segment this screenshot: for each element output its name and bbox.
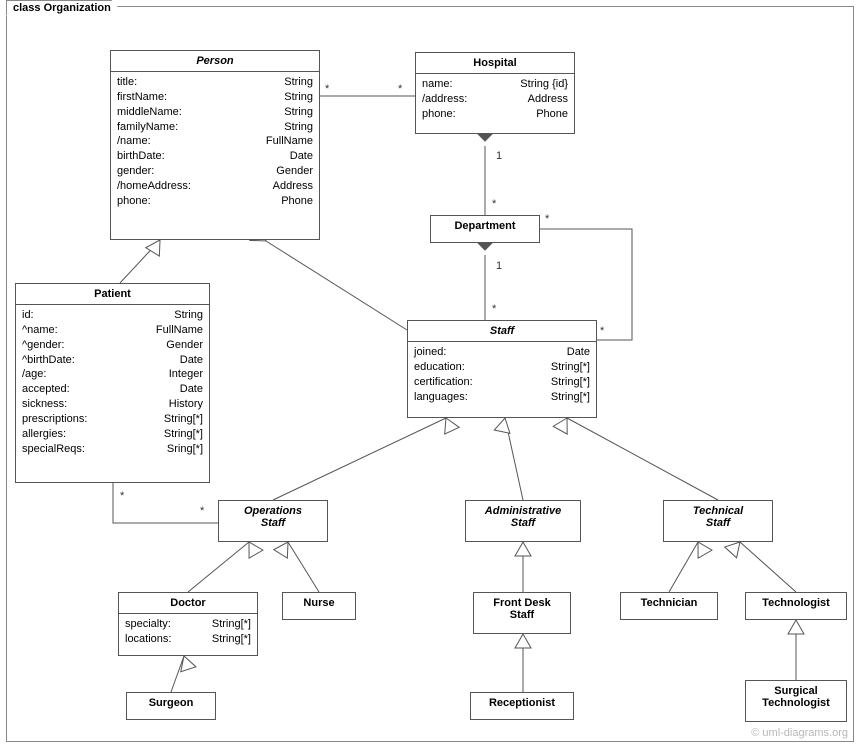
multiplicity-label: * (492, 198, 496, 210)
class-name: AdministrativeStaff (466, 501, 580, 533)
class-tech_staff: TechnicalStaff (663, 500, 773, 542)
class-surgeon: Surgeon (126, 692, 216, 720)
class-name: Department (431, 216, 539, 236)
multiplicity-label: 1 (496, 150, 502, 162)
multiplicity-label: 1 (496, 260, 502, 272)
class-attrs: specialty:String[*]locations:String[*] (119, 614, 257, 651)
class-name: Nurse (283, 593, 355, 613)
class-hospital: Hospitalname:String {id}/address:Address… (415, 52, 575, 134)
class-name: OperationsStaff (219, 501, 327, 533)
class-attrs: joined:Dateeducation:String[*]certificat… (408, 342, 596, 408)
class-name: Staff (408, 321, 596, 341)
class-doctor: Doctorspecialty:String[*]locations:Strin… (118, 592, 258, 656)
class-name: Technician (621, 593, 717, 613)
class-front_desk: Front DeskStaff (473, 592, 571, 634)
class-receptionist: Receptionist (470, 692, 574, 720)
class-attrs: id:String^name:FullName^gender:Gender^bi… (16, 305, 209, 460)
class-name: Front DeskStaff (474, 593, 570, 625)
class-patient: Patientid:String^name:FullName^gender:Ge… (15, 283, 210, 483)
class-name: Surgeon (127, 693, 215, 713)
class-name: SurgicalTechnologist (746, 681, 846, 713)
multiplicity-label: * (325, 83, 329, 95)
class-name: Patient (16, 284, 209, 304)
class-name: Technologist (746, 593, 846, 613)
watermark: © uml-diagrams.org (751, 727, 848, 739)
class-name: Person (111, 51, 319, 71)
class-ops_staff: OperationsStaff (218, 500, 328, 542)
class-technologist: Technologist (745, 592, 847, 620)
multiplicity-label: * (492, 303, 496, 315)
class-admin_staff: AdministrativeStaff (465, 500, 581, 542)
class-attrs: name:String {id}/address:Addressphone:Ph… (416, 74, 574, 126)
class-name: TechnicalStaff (664, 501, 772, 533)
class-attrs: title:StringfirstName:StringmiddleName:S… (111, 72, 319, 213)
class-nurse: Nurse (282, 592, 356, 620)
class-person: Persontitle:StringfirstName:Stringmiddle… (110, 50, 320, 240)
class-staff: Staffjoined:Dateeducation:String[*]certi… (407, 320, 597, 418)
class-name: Receptionist (471, 693, 573, 713)
multiplicity-label: * (398, 83, 402, 95)
diagram-canvas: class Organization Persontitle:Stringfir… (0, 0, 860, 747)
multiplicity-label: * (200, 505, 204, 517)
package-frame-tab: class Organization (6, 0, 126, 16)
multiplicity-label: * (545, 213, 549, 225)
multiplicity-label: * (600, 325, 604, 337)
class-name: Doctor (119, 593, 257, 613)
class-technician: Technician (620, 592, 718, 620)
class-surg_tech: SurgicalTechnologist (745, 680, 847, 722)
multiplicity-label: * (120, 490, 124, 502)
class-department: Department (430, 215, 540, 243)
class-name: Hospital (416, 53, 574, 73)
